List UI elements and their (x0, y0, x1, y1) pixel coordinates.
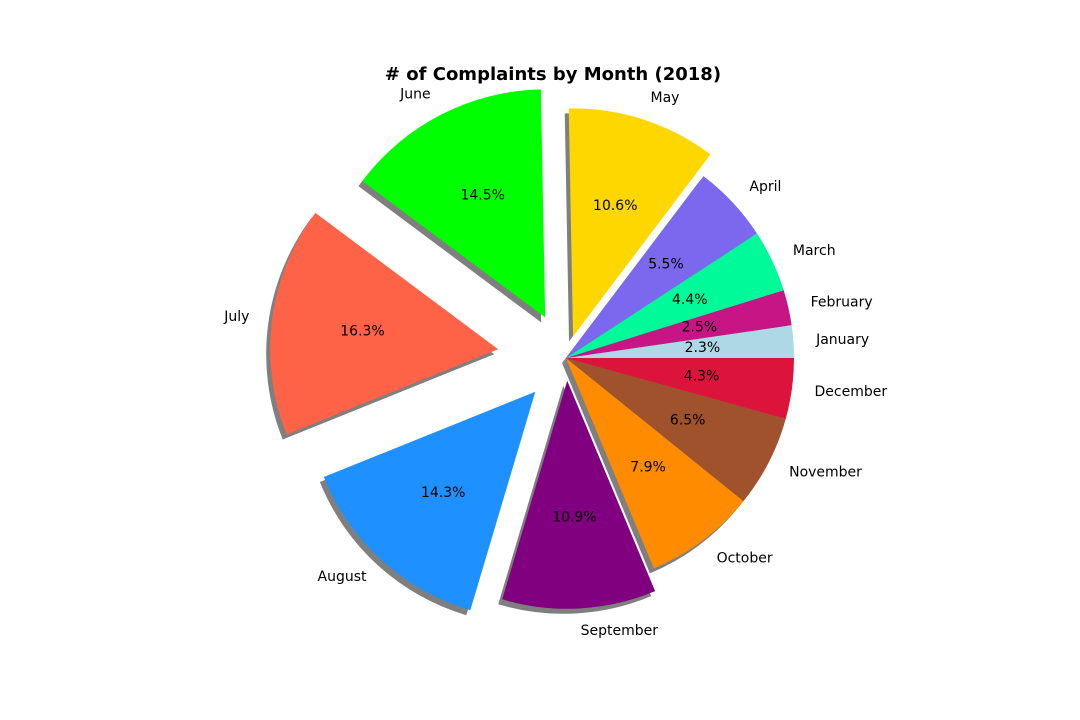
chart-title: # of Complaints by Month (2018) (385, 64, 721, 85)
percent-may: 10.6% (593, 198, 637, 214)
percent-june: 14.5% (460, 188, 504, 204)
label-may: May (651, 90, 680, 106)
percent-september: 10.9% (552, 509, 596, 525)
slice-labels: January February March April May June July Augu… (223, 86, 887, 639)
percent-january: 2.3% (685, 340, 721, 356)
percent-march: 4.4% (672, 292, 708, 308)
label-november: November (789, 465, 862, 481)
slice-march[interactable] (566, 233, 784, 358)
slice-may[interactable] (568, 108, 711, 337)
percent-april: 5.5% (648, 257, 684, 273)
label-march: March (793, 243, 836, 259)
label-january: January (815, 332, 869, 348)
slice-april[interactable] (566, 176, 757, 358)
label-august: August (318, 569, 368, 585)
slice-february[interactable] (566, 290, 792, 358)
percent-labels: 2.3% 2.5% 4.4% 5.5% 10.6% 14.5% 16.3% 14.3% 10.9… (340, 188, 720, 526)
slice-august[interactable] (323, 391, 536, 611)
percent-august: 14.3% (421, 485, 465, 501)
label-october: October (717, 551, 773, 567)
pie-slices (270, 89, 794, 611)
slice-december[interactable] (566, 358, 794, 419)
slice-june[interactable] (362, 89, 546, 318)
label-april: April (749, 179, 781, 195)
percent-february: 2.5% (682, 320, 718, 336)
percent-december: 4.3% (684, 368, 720, 384)
slice-january[interactable] (566, 325, 794, 358)
label-february: February (811, 295, 873, 311)
label-july: July (223, 309, 249, 325)
percent-november: 6.5% (670, 413, 706, 429)
slice-november[interactable] (566, 358, 786, 502)
label-december: December (815, 384, 888, 400)
slice-july[interactable] (270, 212, 499, 435)
percent-july: 16.3% (340, 324, 384, 340)
percent-october: 7.9% (630, 459, 666, 475)
label-june: June (399, 86, 431, 102)
label-september: September (581, 623, 659, 639)
slice-october[interactable] (566, 358, 744, 569)
slice-september[interactable] (502, 380, 656, 609)
